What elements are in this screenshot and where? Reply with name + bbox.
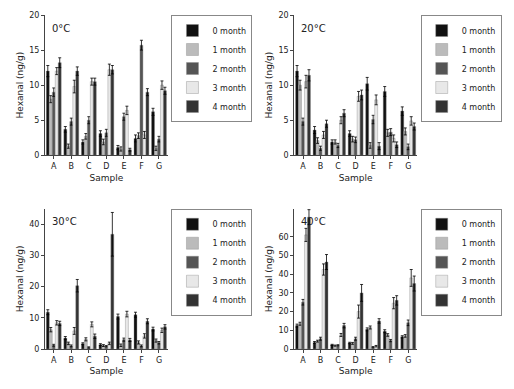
svg-text:20: 20 [278,307,288,316]
svg-text:D: D [103,356,109,365]
svg-text:D: D [353,356,359,365]
svg-text:E: E [371,162,376,171]
svg-text:A: A [51,162,57,171]
svg-text:C: C [335,356,341,365]
svg-text:4 month: 4 month [212,296,246,305]
svg-text:15: 15 [29,46,39,55]
svg-text:E: E [371,356,376,365]
svg-text:B: B [69,356,75,365]
svg-text:2 month: 2 month [462,65,496,74]
svg-text:0 month: 0 month [212,27,246,36]
svg-text:1 month: 1 month [212,46,246,55]
svg-text:3 month: 3 month [462,277,496,286]
svg-text:0: 0 [284,345,289,354]
svg-text:C: C [335,162,341,171]
svg-text:20: 20 [278,11,288,20]
svg-text:Hexanal (ng/g): Hexanal (ng/g) [15,52,25,119]
svg-text:40°C: 40°C [301,216,326,227]
svg-text:2 month: 2 month [462,258,496,267]
svg-text:B: B [318,356,324,365]
svg-text:20°C: 20°C [301,23,326,34]
svg-text:C: C [86,162,92,171]
svg-text:4 month: 4 month [462,296,496,305]
svg-text:F: F [139,356,144,365]
svg-text:G: G [156,162,162,171]
svg-text:E: E [121,162,126,171]
svg-text:Sample: Sample [339,366,373,376]
svg-text:50: 50 [278,251,288,260]
svg-text:D: D [103,162,109,171]
svg-text:5: 5 [284,116,289,125]
svg-text:20: 20 [29,282,39,291]
svg-text:2 month: 2 month [212,65,246,74]
svg-text:0 month: 0 month [462,220,496,229]
svg-text:3 month: 3 month [212,277,246,286]
svg-text:0: 0 [284,151,289,160]
svg-text:60: 60 [278,233,288,242]
svg-text:4 month: 4 month [462,103,496,112]
svg-text:4 month: 4 month [212,103,246,112]
svg-text:Hexanal (ng/g): Hexanal (ng/g) [264,245,274,312]
svg-text:5: 5 [34,116,39,125]
svg-text:30°C: 30°C [52,216,77,227]
svg-text:G: G [156,356,162,365]
svg-text:3 month: 3 month [462,84,496,93]
svg-text:1 month: 1 month [212,239,246,248]
svg-text:10: 10 [29,314,39,323]
svg-text:0: 0 [34,345,39,354]
svg-text:40: 40 [278,270,288,279]
svg-text:F: F [139,162,144,171]
svg-text:15: 15 [278,46,288,55]
svg-text:0: 0 [34,151,39,160]
svg-text:Hexanal (ng/g): Hexanal (ng/g) [264,52,274,119]
svg-text:A: A [300,162,306,171]
svg-text:B: B [318,162,324,171]
svg-text:Sample: Sample [339,173,373,183]
svg-text:2 month: 2 month [212,258,246,267]
svg-text:0 month: 0 month [462,27,496,36]
svg-text:1 month: 1 month [462,239,496,248]
svg-text:Sample: Sample [90,173,124,183]
svg-text:1 month: 1 month [462,46,496,55]
svg-text:30: 30 [278,289,288,298]
svg-text:G: G [405,162,411,171]
svg-text:10: 10 [278,81,288,90]
svg-text:D: D [353,162,359,171]
svg-text:F: F [388,162,393,171]
svg-text:E: E [121,356,126,365]
svg-text:C: C [86,356,92,365]
svg-text:G: G [405,356,411,365]
svg-text:3 month: 3 month [212,84,246,93]
svg-text:0 month: 0 month [212,220,246,229]
svg-text:30: 30 [29,251,39,260]
svg-text:Hexanal (ng/g): Hexanal (ng/g) [15,245,25,312]
svg-text:B: B [69,162,75,171]
svg-text:Sample: Sample [90,366,124,376]
svg-text:F: F [388,356,393,365]
svg-text:10: 10 [278,326,288,335]
svg-text:10: 10 [29,81,39,90]
svg-text:40: 40 [29,220,39,229]
svg-text:A: A [51,356,57,365]
svg-text:20: 20 [29,11,39,20]
svg-text:0°C: 0°C [52,23,70,34]
svg-text:A: A [300,356,306,365]
